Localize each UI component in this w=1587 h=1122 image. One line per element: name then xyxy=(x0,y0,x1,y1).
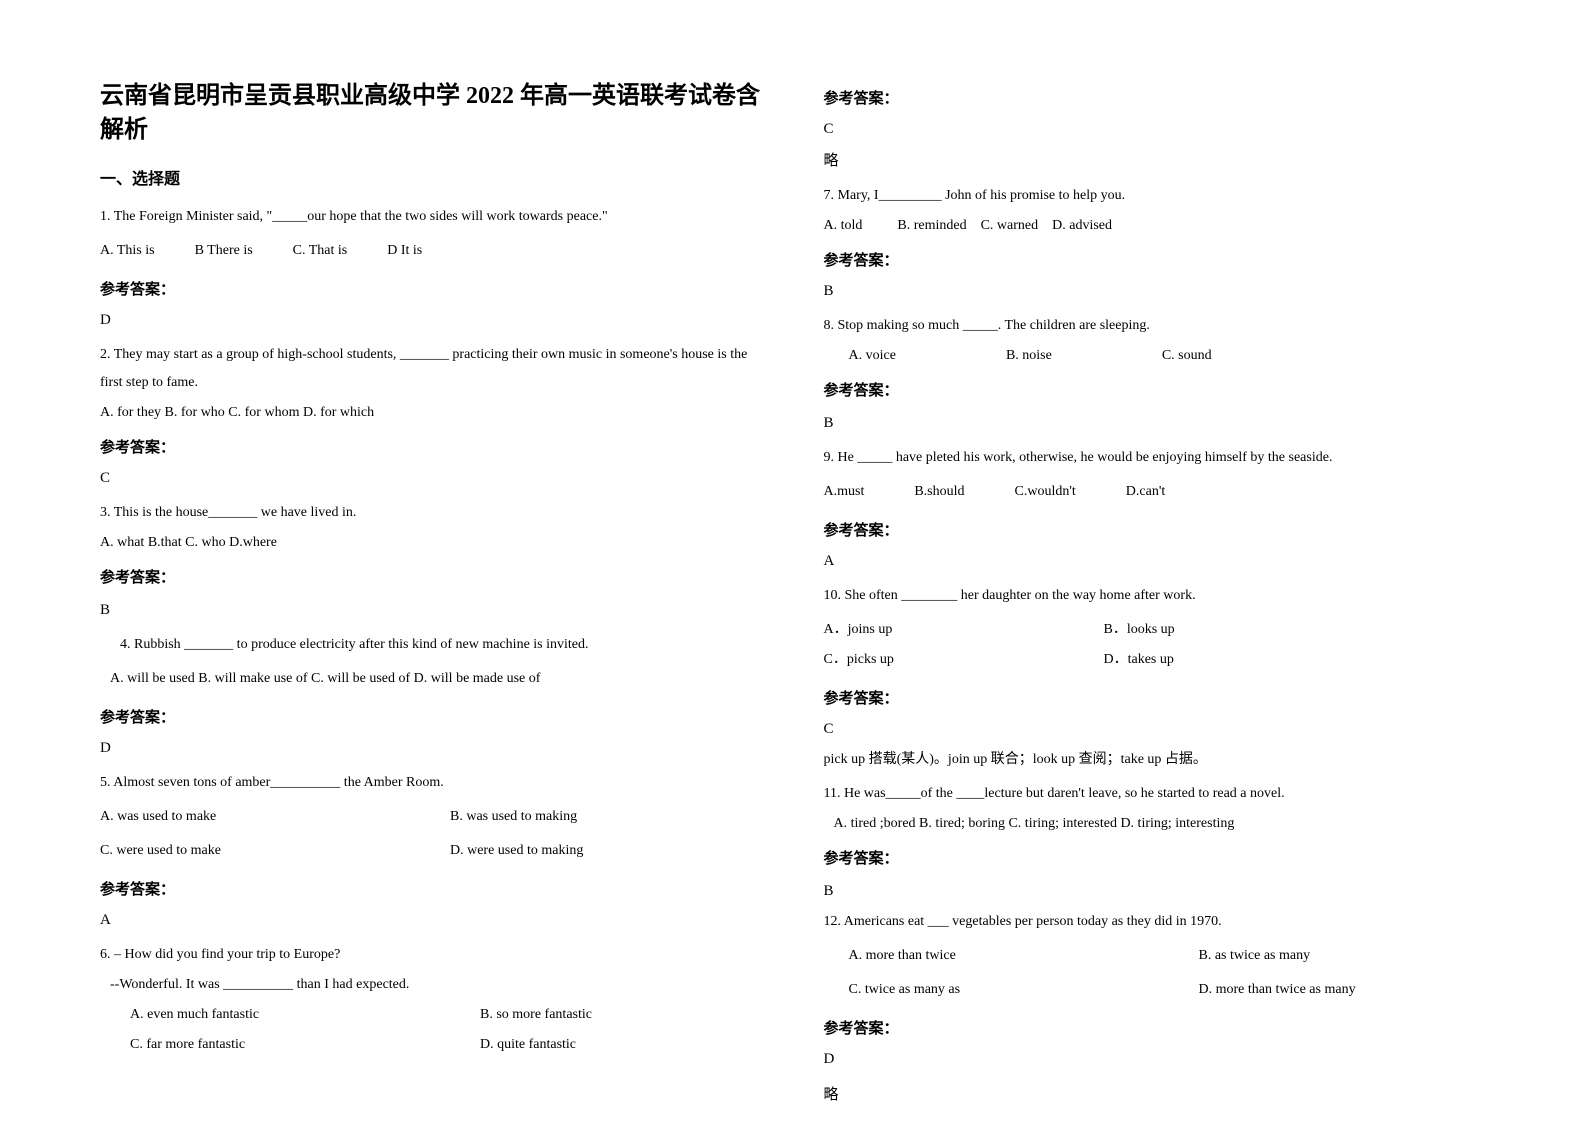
q5-optB: B. was used to making xyxy=(450,803,577,831)
q5-optD: D. were used to making xyxy=(450,837,583,865)
q9-optA: A.must xyxy=(824,478,865,506)
q10-answer-label: 参考答案： xyxy=(824,684,1488,714)
q12-optA: A. more than twice xyxy=(849,942,1199,970)
q3-text: 3. This is the house_______ we have live… xyxy=(100,499,764,527)
q6-optA: A. even much fantastic xyxy=(130,1001,480,1029)
q10-text: 10. She often ________ her daughter on t… xyxy=(824,582,1488,610)
q3-options: A. what B.that C. who D.where xyxy=(100,529,764,557)
q5-optsAB: A. was used to make B. was used to makin… xyxy=(100,803,764,831)
q5-optsCD: C. were used to make D. were used to mak… xyxy=(100,837,764,865)
q1-answer: D xyxy=(100,305,764,335)
q9-answer-label: 参考答案： xyxy=(824,516,1488,546)
q8-answer-label: 参考答案： xyxy=(824,376,1488,406)
q3-answer: B xyxy=(100,595,764,625)
q7-options: A. told B. reminded C. warned D. advised xyxy=(824,212,1488,240)
q7-text: 7. Mary, I_________ John of his promise … xyxy=(824,182,1488,210)
q1-answer-label: 参考答案： xyxy=(100,275,764,305)
section-header: 一、选择题 xyxy=(100,165,764,189)
q8-text: 8. Stop making so much _____. The childr… xyxy=(824,312,1488,340)
q11-text: 11. He was_____of the ____lecture but da… xyxy=(824,780,1488,808)
q10-optsAB: A．joins up B．looks up xyxy=(824,616,1488,644)
q6-text1: 6. – How did you find your trip to Europ… xyxy=(100,941,764,969)
q12-answer: D xyxy=(824,1044,1488,1074)
q1-text: 1. The Foreign Minister said, "_____our … xyxy=(100,203,764,231)
q6-optD: D. quite fantastic xyxy=(480,1031,576,1059)
q5-optA: A. was used to make xyxy=(100,803,450,831)
q11-answer: B xyxy=(824,876,1488,906)
q2-answer-label: 参考答案： xyxy=(100,433,764,463)
q8-optB: B. noise xyxy=(1006,342,1052,370)
q2-answer: C xyxy=(100,463,764,493)
q6-abbrev: 略 xyxy=(824,146,1488,176)
q1-optC: C. That is xyxy=(293,237,348,265)
q10-optD: D．takes up xyxy=(1104,646,1174,674)
q12-optB: B. as twice as many xyxy=(1199,942,1311,970)
q4-text: 4. Rubbish _______ to produce electricit… xyxy=(100,631,764,659)
q9-optB: B.should xyxy=(914,478,964,506)
q12-optD: D. more than twice as many xyxy=(1199,976,1356,1004)
q7-answer-label: 参考答案： xyxy=(824,246,1488,276)
q9-optC: C.wouldn't xyxy=(1015,478,1076,506)
q10-optC: C．picks up xyxy=(824,646,1104,674)
q1-optA: A. This is xyxy=(100,237,155,265)
q10-explain: pick up 搭载(某人)。join up 联合；look up 查阅；tak… xyxy=(824,746,1488,774)
q1-optD: D It is xyxy=(387,237,422,265)
q6-optsAB: A. even much fantastic B. so more fantas… xyxy=(100,1001,764,1029)
q1-options: A. This is B There is C. That is D It is xyxy=(100,237,764,265)
q10-optsCD: C．picks up D．takes up xyxy=(824,646,1488,674)
q1-optB: B There is xyxy=(195,237,253,265)
q9-options: A.must B.should C.wouldn't D.can't xyxy=(824,478,1488,506)
q10-optA: A．joins up xyxy=(824,616,1104,644)
q12-answer-label: 参考答案： xyxy=(824,1014,1488,1044)
q9-optD: D.can't xyxy=(1126,478,1165,506)
q11-options: A. tired ;bored B. tired; boring C. tiri… xyxy=(824,810,1488,838)
q6-optC: C. far more fantastic xyxy=(130,1031,480,1059)
exam-title: 云南省昆明市呈贡县职业高级中学 2022 年高一英语联考试卷含解析 xyxy=(100,80,764,147)
q6-answer-label: 参考答案： xyxy=(824,84,1488,114)
q5-answer: A xyxy=(100,905,764,935)
q9-answer: A xyxy=(824,546,1488,576)
q8-optC: C. sound xyxy=(1162,342,1212,370)
q4-options: A. will be used B. will make use of C. w… xyxy=(100,665,764,693)
q11-answer-label: 参考答案： xyxy=(824,844,1488,874)
q6-text2: --Wonderful. It was __________ than I ha… xyxy=(100,971,764,999)
q6-answer: C xyxy=(824,114,1488,144)
q5-text: 5. Almost seven tons of amber__________ … xyxy=(100,769,764,797)
q6-optsCD: C. far more fantastic D. quite fantastic xyxy=(100,1031,764,1059)
right-column: 参考答案： C 略 7. Mary, I_________ John of hi… xyxy=(824,80,1488,1082)
q7-answer: B xyxy=(824,276,1488,306)
q8-optA: A. voice xyxy=(849,342,896,370)
q6-optB: B. so more fantastic xyxy=(480,1001,592,1029)
q2-options: A. for they B. for who C. for whom D. fo… xyxy=(100,399,764,427)
q4-answer-label: 参考答案： xyxy=(100,703,764,733)
q12-optsCD: C. twice as many as D. more than twice a… xyxy=(824,976,1488,1004)
q12-optC: C. twice as many as xyxy=(849,976,1199,1004)
q12-text: 12. Americans eat ___ vegetables per per… xyxy=(824,908,1488,936)
q9-text: 9. He _____ have pleted his work, otherw… xyxy=(824,444,1488,472)
q10-optB: B．looks up xyxy=(1104,616,1175,644)
q12-optsAB: A. more than twice B. as twice as many xyxy=(824,942,1488,970)
q8-options: A. voice B. noise C. sound xyxy=(824,342,1488,370)
q12-abbrev: 略 xyxy=(824,1080,1488,1110)
left-column: 云南省昆明市呈贡县职业高级中学 2022 年高一英语联考试卷含解析 一、选择题 … xyxy=(100,80,764,1082)
q8-answer: B xyxy=(824,408,1488,438)
q4-answer: D xyxy=(100,733,764,763)
q3-answer-label: 参考答案： xyxy=(100,563,764,593)
q2-text: 2. They may start as a group of high-sch… xyxy=(100,341,764,397)
q5-answer-label: 参考答案： xyxy=(100,875,764,905)
q5-optC: C. were used to make xyxy=(100,837,450,865)
q10-answer: C xyxy=(824,714,1488,744)
